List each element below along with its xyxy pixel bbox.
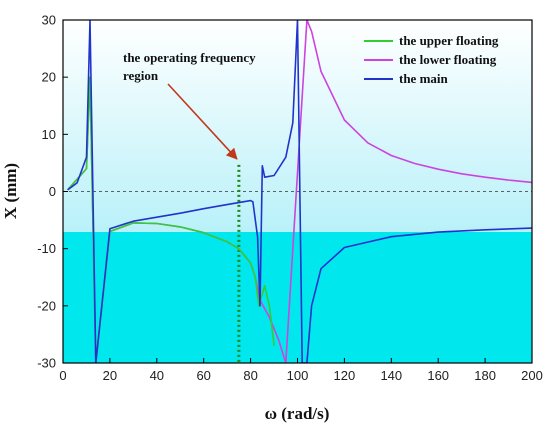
annotation-text-line-1: the operating frequency: [123, 50, 256, 65]
y-tick-label: 30: [42, 13, 56, 28]
x-axis-title: ω (rad/s): [265, 404, 330, 423]
x-tick-label: 80: [243, 368, 257, 383]
legend-label-upper-floating: the upper floating: [399, 33, 499, 48]
legend: the upper floating the lower floating th…: [364, 33, 499, 86]
annotation-text-line-2: region: [123, 68, 159, 83]
x-tick-label: 160: [427, 368, 449, 383]
y-tick-label: 0: [49, 184, 56, 199]
annotation: the operating frequency region: [123, 50, 256, 160]
x-tick-label: 120: [334, 368, 356, 383]
x-tick-label: 200: [521, 368, 543, 383]
series-layer: [63, 20, 532, 363]
y-tick-label: -30: [37, 356, 56, 371]
y-tick-label: 20: [42, 70, 56, 85]
annotation-arrow: [167, 83, 238, 160]
background-cyan-band: [63, 232, 532, 363]
x-tick-label: 140: [380, 368, 402, 383]
legend-label-lower-floating: the lower floating: [399, 52, 497, 67]
x-tick-label: 100: [287, 368, 309, 383]
y-tick-label: 10: [42, 127, 56, 142]
x-tick-label: 20: [103, 368, 117, 383]
x-tick-label: 0: [59, 368, 66, 383]
x-tick-label: 180: [474, 368, 496, 383]
axes-layer: 0 20 40 60 80 100 120 140 160 180 200 -30 -20 -10 0 10 2…: [37, 13, 543, 384]
x-tick-label: 40: [150, 368, 164, 383]
x-tick-label: 60: [196, 368, 210, 383]
legend-label-main: the main: [399, 71, 449, 86]
y-tick-label: -20: [37, 298, 56, 313]
y-tick-label: -10: [37, 241, 56, 256]
y-axis-title: X (mm): [1, 163, 20, 219]
series-line-the-main: [67, 20, 532, 363]
